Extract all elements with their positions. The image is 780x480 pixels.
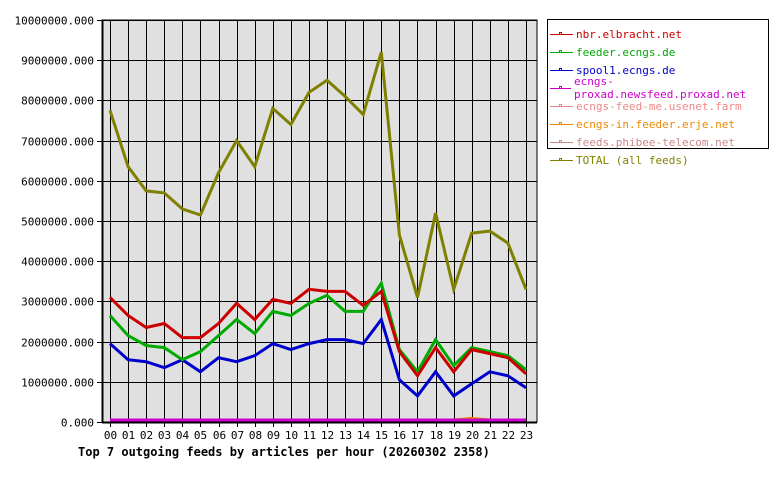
x-tick-label: 19 [448, 429, 461, 442]
legend-swatch-icon [550, 102, 573, 111]
x-tick-label: 11 [303, 429, 316, 442]
x-tick-label: 23 [520, 429, 533, 442]
y-tick-label: 9000000.000 [21, 55, 94, 68]
x-tick-label: 01 [122, 429, 135, 442]
series-line [108, 279, 527, 375]
legend-swatch-icon [550, 30, 573, 39]
x-tick-label: 18 [430, 429, 443, 442]
chart-title: Top 7 outgoing feeds by articles per hou… [78, 445, 490, 459]
legend-item: ecngs-feed-me.usenet.farm [548, 97, 768, 115]
legend-swatch-icon [550, 66, 573, 75]
series-line [108, 287, 527, 379]
legend-item: nbr.elbracht.net [548, 25, 768, 43]
y-tick-label: 10000000.000 [15, 15, 94, 28]
y-tick-label: 8000000.000 [21, 95, 94, 108]
x-tick-label: 17 [411, 429, 424, 442]
x-tick-label: 14 [357, 429, 371, 442]
x-tick-label: 04 [176, 429, 190, 442]
legend-label: spool1.ecngs.de [576, 63, 676, 77]
legend-label: feeder.ecngs.de [576, 45, 676, 59]
x-tick-label: 09 [267, 429, 280, 442]
series-line [109, 316, 527, 399]
x-tick-label: 10 [285, 429, 298, 442]
legend-label: TOTAL (all feeds) [576, 153, 689, 167]
x-axis: 00 01 02 03 04 05 06 07 08 09 10 11 12 13 14 15 16 17 18 19… [102, 421, 537, 442]
x-tick-label: 05 [194, 429, 207, 442]
legend-swatch-icon [550, 138, 573, 147]
legend-label: ecngs-proxad.newsfeed.proxad.net [574, 75, 747, 101]
y-tick-label: 3000000.000 [21, 296, 94, 309]
legend: nbr.elbracht.net feeder.ecngs.de spool1.ec… [547, 19, 769, 167]
legend-item: spool1.ecngs.de [548, 61, 768, 79]
x-tick-label: 21 [484, 429, 497, 442]
legend-item: ecngs-in.feeder.erje.net [548, 115, 768, 133]
legend-label: ecngs-in.feeder.erje.net [576, 117, 735, 131]
series-lines [108, 51, 528, 422]
x-tick-label: 13 [339, 429, 352, 442]
legend-item: ecngs-proxad.newsfeed.proxad.net [548, 75, 768, 101]
x-tick-label: 03 [158, 429, 171, 442]
legend-item: TOTAL (all feeds) [548, 151, 768, 169]
legend-swatch-icon [550, 48, 573, 57]
x-tick-label: 06 [213, 429, 226, 442]
y-tick-label: 1000000.000 [21, 377, 94, 390]
x-tick-label: 02 [140, 429, 153, 442]
legend-swatch-icon [550, 120, 573, 129]
x-tick-label: 08 [249, 429, 262, 442]
x-tick-label: 22 [502, 429, 515, 442]
x-tick-label: 07 [231, 429, 244, 442]
x-tick-label: 20 [466, 429, 479, 442]
legend-swatch-icon [550, 84, 572, 93]
y-tick-label: 2000000.000 [21, 337, 94, 350]
legend-label: feeds.phibee-telecom.net [576, 135, 735, 149]
series-line [108, 51, 528, 298]
legend-label: nbr.elbracht.net [576, 27, 682, 41]
x-tick-label: 16 [393, 429, 406, 442]
y-axis: 0.000 1000000.000 2000000.000 3000000.000 40… [15, 15, 104, 430]
y-tick-label: 7000000.000 [21, 136, 94, 149]
y-tick-label: 5000000.000 [21, 216, 94, 229]
x-tick-label: 00 [104, 429, 117, 442]
y-tick-label: 0.000 [61, 417, 94, 430]
legend-swatch-icon [550, 156, 573, 165]
x-tick-label: 15 [375, 429, 388, 442]
legend-label: ecngs-feed-me.usenet.farm [576, 99, 742, 113]
x-tick-label: 12 [321, 429, 334, 442]
y-tick-label: 6000000.000 [21, 176, 94, 189]
legend-item: feeds.phibee-telecom.net [548, 133, 768, 151]
y-tick-label: 4000000.000 [21, 256, 94, 269]
legend-item: feeder.ecngs.de [548, 43, 768, 61]
